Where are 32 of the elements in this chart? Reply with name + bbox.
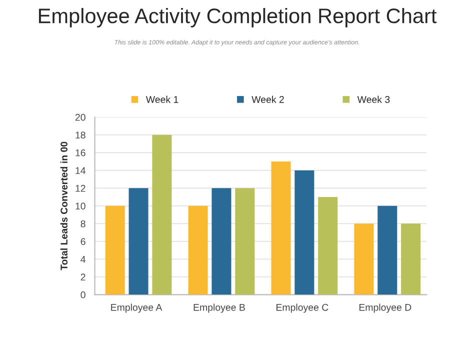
y-tick-label: 18	[76, 132, 86, 139]
bar	[212, 188, 232, 295]
legend-label: Week 2	[252, 96, 284, 103]
bar	[378, 206, 398, 295]
y-tick-label: 4	[80, 256, 86, 263]
bar	[318, 197, 338, 295]
x-tick-label: Employee A	[111, 304, 162, 313]
x-tick-label: Employee B	[194, 304, 245, 313]
y-tick-label: 0	[80, 291, 86, 298]
chart-title: Employee Activity Completion Report Chart	[38, 8, 437, 28]
x-tick-label: Employee D	[359, 304, 412, 313]
bar	[235, 188, 255, 295]
legend-label: Week 3	[357, 96, 390, 103]
y-tick-label: 8	[80, 220, 86, 228]
bar	[354, 224, 374, 295]
y-tick-label: 12	[76, 184, 86, 192]
legend-label: Week 1	[146, 96, 178, 103]
y-axis-title: Total Leads Converted in 00	[60, 142, 68, 270]
y-tick-label: 2	[80, 274, 86, 280]
bar	[401, 224, 421, 295]
bar	[294, 170, 314, 295]
y-tick-label: 14	[76, 167, 86, 174]
y-tick-label: 16	[76, 149, 86, 156]
bar	[105, 206, 125, 295]
y-tick-label: 20	[75, 114, 86, 121]
y-tick-label: 6	[80, 238, 86, 246]
bar	[271, 162, 291, 295]
x-tick-label: Employee C	[276, 304, 328, 313]
y-tick-label: 10	[76, 202, 86, 210]
bar	[128, 188, 148, 295]
bar	[188, 206, 208, 295]
bar	[152, 134, 172, 295]
